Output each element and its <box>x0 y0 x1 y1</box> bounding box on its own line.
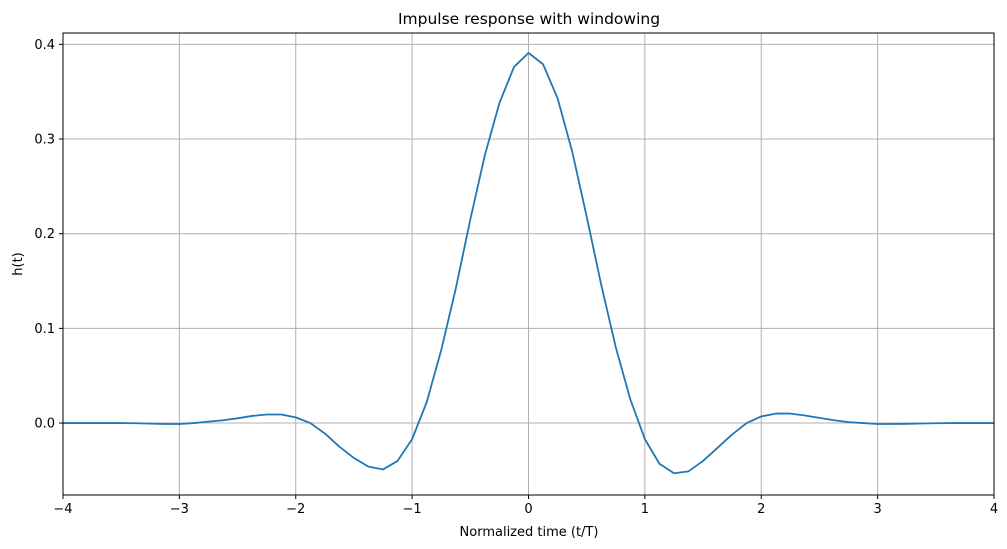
series-line <box>63 51 994 475</box>
x-tick-label: 2 <box>757 502 765 517</box>
y-axis-label: h(t) <box>11 252 26 275</box>
x-tick-label: −3 <box>170 502 189 517</box>
x-tick-label: 4 <box>990 502 998 517</box>
x-axis-label: Normalized time (t/T) <box>460 525 599 540</box>
x-tick-label: 0 <box>524 502 532 517</box>
y-tick-label: 0.0 <box>34 417 55 432</box>
y-tick-label: 0.3 <box>34 133 55 148</box>
x-tick-label: 1 <box>641 502 649 517</box>
y-axis-ticks: 0.0 0.1 0.2 0.3 0.4 <box>34 38 63 432</box>
y-tick-label: 0.4 <box>34 38 55 53</box>
x-tick-label: 3 <box>873 502 881 517</box>
grid <box>62 33 995 495</box>
x-axis-ticks: −4 −3 −2 −1 0 1 2 3 4 <box>53 495 998 517</box>
series-layer <box>63 51 994 475</box>
y-tick-label: 0.1 <box>34 322 55 337</box>
chart-title: Impulse response with windowing <box>398 10 660 28</box>
y-tick-label: 0.2 <box>34 227 55 242</box>
x-tick-label: −2 <box>286 502 305 517</box>
x-tick-label: −4 <box>53 502 72 517</box>
x-tick-label: −1 <box>403 502 422 517</box>
